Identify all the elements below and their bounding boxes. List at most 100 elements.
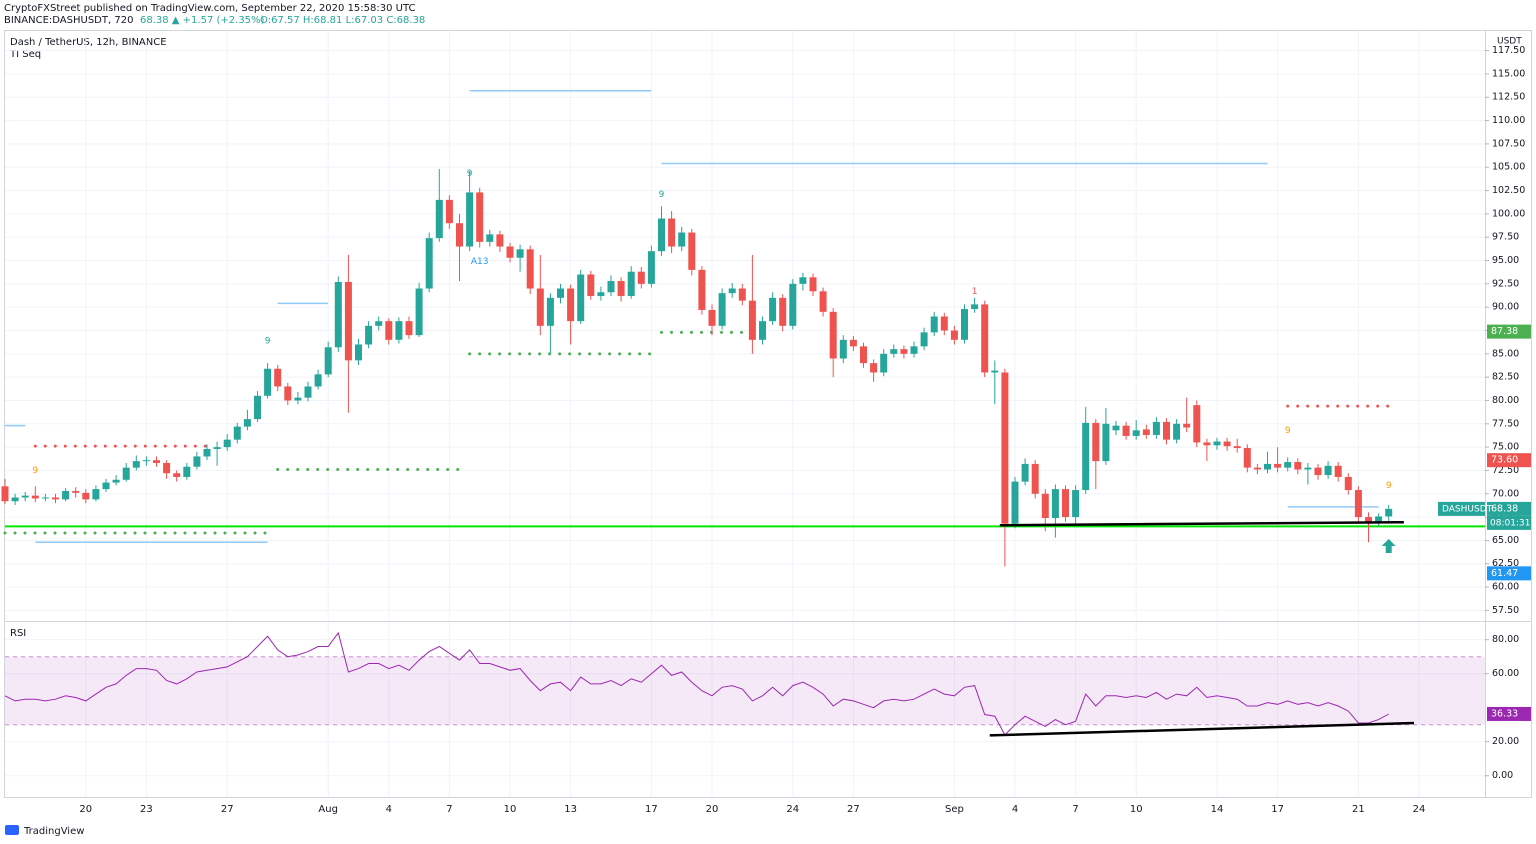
candle-body	[62, 490, 70, 500]
x-tick-label: 13	[564, 804, 577, 815]
candle-body	[961, 309, 968, 340]
candle-body	[1021, 463, 1029, 482]
x-tick-label: 14	[1211, 804, 1224, 815]
x-tick-label: 27	[221, 804, 234, 815]
countdown: 08:01:31	[1490, 518, 1530, 528]
candle-body	[132, 461, 140, 468]
candle-body	[41, 497, 49, 499]
candle-body	[1213, 441, 1221, 446]
candle-body	[102, 482, 110, 490]
price-tag	[1487, 453, 1531, 468]
candle-body	[991, 370, 999, 373]
candle-body	[173, 473, 181, 477]
candle-body	[597, 292, 605, 296]
candle-body	[52, 497, 59, 500]
y-tick-label: 97.50	[1492, 232, 1519, 243]
candle-body	[819, 291, 827, 312]
candle-body	[698, 269, 706, 310]
symbol-tag	[1438, 501, 1485, 516]
td-label: 9	[467, 169, 473, 179]
x-tick-label: 7	[1072, 804, 1078, 815]
candle-body	[304, 386, 312, 398]
signal-arrow	[1381, 539, 1396, 553]
currency: USDT	[1497, 37, 1522, 47]
candle-body	[910, 346, 918, 354]
rsi-line	[4, 631, 1389, 736]
candle-body	[1062, 489, 1069, 518]
price-tag-label: 73.60	[1491, 455, 1518, 466]
candle-body	[1183, 423, 1191, 428]
y-tick-label: 77.50	[1492, 418, 1519, 429]
candle-body	[264, 368, 272, 396]
candle-body	[92, 489, 100, 500]
candle-body	[920, 332, 928, 347]
candle-body	[435, 199, 443, 239]
candle-body	[617, 281, 625, 296]
candle-body	[546, 297, 554, 326]
x-tick-label: 17	[645, 804, 658, 815]
candle-body	[506, 246, 514, 258]
candle-body	[466, 192, 474, 247]
candle-body	[203, 448, 211, 457]
candle-body	[324, 347, 332, 375]
td-label: 9	[659, 190, 665, 200]
x-tick-label: 20	[706, 804, 719, 815]
frame	[4, 30, 1532, 798]
candle-body	[637, 271, 645, 284]
candle-body	[779, 297, 787, 326]
candle-body	[849, 339, 857, 347]
candle-body	[1253, 467, 1261, 470]
price-tag	[1487, 501, 1531, 516]
candle-body	[1365, 517, 1372, 523]
candle-body	[334, 281, 342, 348]
y-tick-label: 57.50	[1492, 605, 1519, 616]
x-tick-label: 10	[504, 804, 517, 815]
y-tick-label: 70.00	[1492, 488, 1519, 499]
x-tick-label: 4	[1012, 804, 1018, 815]
y-tick-label: 65.00	[1492, 535, 1519, 546]
x-tick-label: 17	[1271, 804, 1284, 815]
candle-body	[930, 316, 938, 333]
candle-body	[153, 460, 160, 463]
candle-body	[1385, 508, 1393, 517]
candle-body	[769, 297, 777, 322]
candle-body	[1011, 481, 1019, 524]
candle-body	[557, 288, 564, 298]
candle-body	[971, 304, 979, 310]
y-tick-label: 112.50	[1492, 92, 1525, 103]
candle-body	[567, 288, 575, 322]
candle-body	[708, 309, 716, 326]
y-tick-label: 107.50	[1492, 138, 1525, 149]
candle-body	[274, 368, 282, 387]
candle-body	[122, 467, 130, 480]
candle-body	[233, 426, 241, 440]
candle-body	[425, 238, 433, 289]
candle-body	[829, 311, 837, 359]
rsi-title: RSI	[10, 628, 26, 639]
candle-body	[1092, 422, 1100, 462]
x-tick-label: 21	[1352, 804, 1365, 815]
candle-body	[163, 462, 171, 474]
candle-body	[82, 492, 90, 500]
candle-body	[476, 192, 484, 242]
candle-body	[1304, 467, 1312, 470]
candle-body	[355, 344, 362, 361]
td-label: A13	[471, 257, 489, 267]
candle-body	[415, 288, 423, 336]
candle-body	[536, 288, 544, 326]
y-tick-label: 62.50	[1492, 558, 1519, 569]
td-label: 9	[1285, 426, 1291, 436]
candle-body	[880, 353, 888, 373]
candle-body	[456, 223, 463, 247]
candle-body	[11, 497, 19, 502]
y-tick-label: 60.00	[1492, 582, 1519, 593]
candle-body	[658, 218, 665, 252]
candle-body	[213, 447, 221, 449]
x-tick-label: 23	[140, 804, 153, 815]
td-label: 1	[972, 287, 978, 297]
candle-body	[1264, 463, 1271, 470]
trendline	[999, 520, 1404, 527]
candle-body	[748, 300, 756, 340]
candle-body	[981, 304, 989, 373]
